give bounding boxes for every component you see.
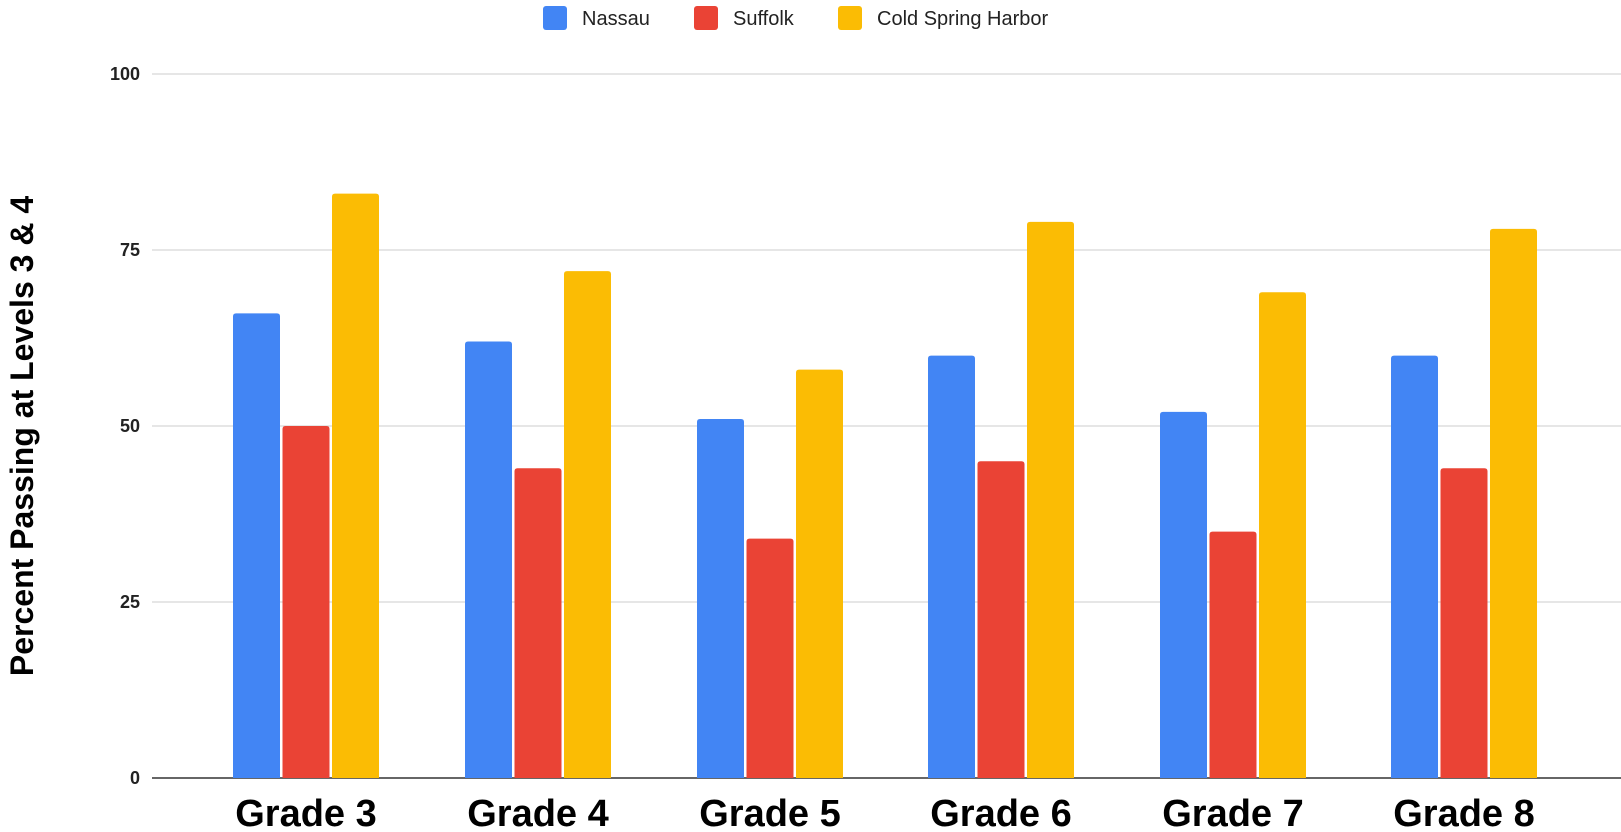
bar-nassau-grade-7 (1160, 411, 1207, 778)
y-tick-label: 75 (120, 240, 140, 260)
x-category-label: Grade 3 (235, 793, 377, 832)
x-category-label: Grade 4 (467, 793, 609, 832)
legend-swatch (838, 6, 862, 30)
legend-label: Nassau (582, 8, 650, 30)
bar-cold-spring-harbor-grade-3 (332, 193, 379, 778)
bar-suffolk-grade-3 (282, 426, 330, 778)
bar-cold-spring-harbor-grade-8 (1490, 228, 1537, 778)
x-category-label: Grade 8 (1393, 793, 1535, 832)
bar-suffolk-grade-6 (977, 461, 1025, 778)
bar-nassau-grade-3 (233, 313, 280, 778)
bar-nassau-grade-5 (697, 418, 744, 778)
y-tick-label: 50 (120, 416, 140, 436)
bar-cold-spring-harbor-grade-4 (564, 271, 611, 778)
y-axis-title: Percent Passing at Levels 3 & 4 (4, 196, 40, 676)
x-category-label: Grade 6 (930, 793, 1072, 832)
y-tick-label: 0 (130, 768, 140, 788)
bar-nassau-grade-6 (928, 355, 975, 778)
bar-nassau-grade-8 (1391, 355, 1438, 778)
x-category-label: Grade 5 (699, 793, 841, 832)
y-axis-tick-labels: 0 25 50 75 100 (110, 64, 140, 788)
bars (233, 193, 1537, 779)
legend-swatch (694, 6, 718, 30)
bar-cold-spring-harbor-grade-5 (796, 369, 843, 778)
bar-nassau-grade-4 (465, 341, 512, 778)
bar-suffolk-grade-7 (1209, 531, 1257, 778)
bar-suffolk-grade-8 (1440, 468, 1488, 778)
legend-label: Cold Spring Harbor (877, 8, 1049, 30)
gridlines (152, 73, 1621, 779)
legend: Nassau Suffolk Cold Spring Harbor (543, 6, 1049, 30)
bar-suffolk-grade-4 (514, 468, 562, 778)
legend-swatch (543, 6, 567, 30)
y-tick-label: 25 (120, 592, 140, 612)
y-tick-label: 100 (110, 64, 140, 84)
legend-item-nassau: Nassau (543, 6, 650, 30)
bar-cold-spring-harbor-grade-7 (1259, 292, 1306, 778)
bar-cold-spring-harbor-grade-6 (1027, 221, 1074, 779)
legend-item-suffolk: Suffolk (694, 6, 795, 30)
legend-label: Suffolk (733, 8, 795, 30)
x-category-label: Grade 7 (1162, 793, 1304, 832)
x-axis-category-labels: Grade 3 Grade 4 Grade 5 Grade 6 Grade 7 Grade… (235, 793, 1535, 832)
legend-item-cold-spring-harbor: Cold Spring Harbor (838, 6, 1049, 30)
bar-suffolk-grade-5 (746, 538, 794, 778)
